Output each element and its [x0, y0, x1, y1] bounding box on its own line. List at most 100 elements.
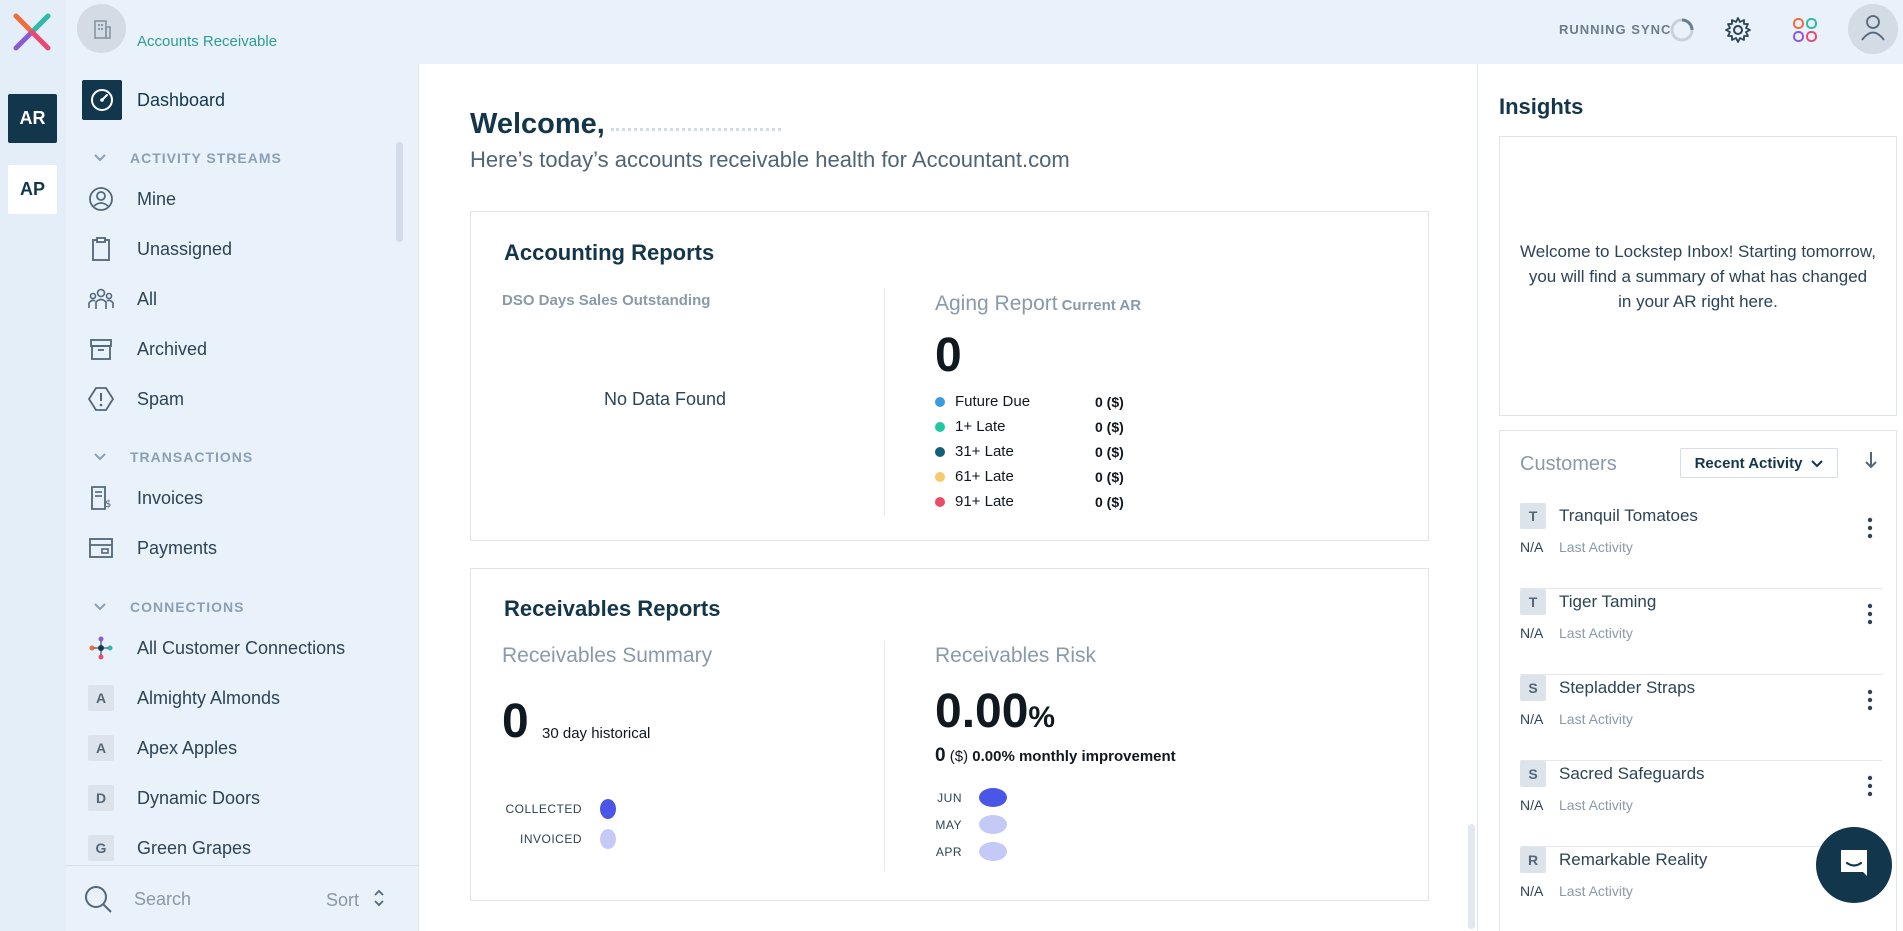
aging-row-61-late[interactable]: 61+ Late 0 ($)	[935, 464, 1124, 489]
sidebar-item-connection[interactable]: A Apex Apples	[88, 733, 237, 763]
sidebar-item-all-connections[interactable]: All Customer Connections	[88, 633, 345, 663]
chat-launcher-button[interactable]	[1816, 827, 1892, 903]
risk-row-jun: JUN	[935, 784, 1007, 811]
risk-marker	[979, 788, 1007, 807]
aging-row-1-late[interactable]: 1+ Late 0 ($)	[935, 414, 1124, 439]
customer-item[interactable]: T Tranquil Tomatoes N/A Last Activity	[1520, 503, 1882, 589]
aging-value: 0 ($)	[1095, 418, 1124, 435]
building-icon[interactable]	[77, 4, 126, 53]
sidebar-item-payments[interactable]: Payments	[88, 533, 217, 563]
network-icon	[88, 635, 114, 661]
aging-row-91-late[interactable]: 91+ Late 0 ($)	[935, 489, 1124, 514]
legend-dot	[935, 396, 945, 407]
section-label: ACTIVITY STREAMS	[130, 150, 282, 166]
sidebar-item-invoices[interactable]: $ Invoices	[88, 483, 203, 513]
aging-label: Future Due	[955, 393, 1031, 410]
customer-item[interactable]: R Remarkable Reality N/A Last Activity	[1520, 847, 1882, 931]
risk-number: 0.00	[935, 685, 1029, 738]
dropdown-value: Recent Activity	[1694, 454, 1803, 472]
sidebar-item-all[interactable]: All	[88, 284, 157, 314]
summary-legend: COLLECTED INVOICED	[502, 794, 616, 854]
aging-value: 0 ($)	[1095, 493, 1124, 510]
card-title: Accounting Reports	[504, 240, 715, 265]
sidebar-item-connection[interactable]: D Dynamic Doors	[88, 783, 260, 813]
aging-label: 61+ Late	[955, 468, 1014, 485]
customer-name[interactable]: Stepladder Straps	[1559, 678, 1696, 697]
risk-improvement: 0.00% monthly improvement	[972, 748, 1176, 765]
customer-last-activity-value: N/A	[1520, 711, 1544, 727]
sidebar-item-dashboard[interactable]: Dashboard	[82, 80, 225, 120]
sidebar: Accounts Receivable Dashboard ACTIVITY S…	[66, 0, 418, 931]
ar-module-button[interactable]: AR	[8, 94, 57, 143]
aging-report-title[interactable]: Aging Report Current AR	[935, 292, 1141, 316]
customer-name[interactable]: Tranquil Tomatoes	[1559, 506, 1698, 525]
clipboard-icon	[88, 236, 114, 262]
sidebar-item-unassigned[interactable]: Unassigned	[88, 234, 232, 264]
arrow-down-icon	[1864, 450, 1878, 475]
sidebar-item-label: Dashboard	[137, 89, 226, 110]
aging-label: 91+ Late	[955, 493, 1014, 510]
sort-direction-button[interactable]	[1859, 448, 1883, 476]
settings-gear-icon[interactable]	[1718, 10, 1758, 50]
legend-dot	[935, 446, 945, 457]
welcome-text: Welcome,	[470, 108, 605, 140]
dso-label[interactable]: DSO Days Sales Outstanding	[502, 292, 711, 309]
section-activity-streams[interactable]: ACTIVITY STREAMS	[94, 150, 282, 166]
section-transactions[interactable]: TRANSACTIONS	[94, 449, 253, 465]
user-avatar[interactable]	[1848, 4, 1898, 54]
more-vertical-icon[interactable]	[1860, 685, 1880, 715]
apps-grid-icon[interactable]	[1785, 10, 1825, 50]
customer-avatar: S	[1520, 761, 1546, 787]
card-title: Receivables Reports	[504, 596, 721, 621]
spam-icon	[88, 386, 114, 412]
search-input[interactable]	[134, 884, 294, 914]
receivables-summary-value: 0	[502, 695, 529, 748]
aging-label: 31+ Late	[955, 443, 1014, 460]
accounting-reports-card: Accounting Reports DSO Days Sales Outsta…	[470, 211, 1429, 541]
aging-value: 0 ($)	[1095, 393, 1124, 410]
more-vertical-icon[interactable]	[1860, 599, 1880, 629]
legend-dot	[935, 471, 945, 482]
chevron-down-icon	[94, 151, 106, 165]
more-vertical-icon[interactable]	[1860, 771, 1880, 801]
page-subtitle: Here’s today’s accounts receivable healt…	[470, 147, 1070, 172]
sort-button[interactable]: Sort	[326, 888, 385, 913]
customer-last-activity-value: N/A	[1520, 539, 1544, 555]
sync-status: RUNNING SYNC	[1559, 22, 1672, 37]
workspace-name[interactable]: Accounts Receivable	[137, 33, 278, 50]
risk-legend: JUN MAY APR	[935, 784, 1007, 865]
connection-avatar: A	[88, 735, 114, 761]
customer-item[interactable]: T Tiger Taming N/A Last Activity	[1520, 589, 1882, 675]
chat-icon	[1837, 846, 1871, 885]
sync-spinner-icon	[1662, 10, 1702, 50]
customer-item[interactable]: S Stepladder Straps N/A Last Activity	[1520, 675, 1882, 761]
aging-row-future-due[interactable]: Future Due 0 ($)	[935, 389, 1124, 414]
sidebar-item-spam[interactable]: Spam	[88, 384, 184, 414]
sidebar-item-connection[interactable]: A Almighty Almonds	[88, 683, 280, 713]
more-vertical-icon[interactable]	[1860, 513, 1880, 543]
sidebar-item-archived[interactable]: Archived	[88, 334, 207, 364]
aging-total: 0	[935, 329, 962, 382]
customers-sort-dropdown[interactable]: Recent Activity	[1680, 448, 1838, 478]
customer-name[interactable]: Tiger Taming	[1559, 592, 1657, 611]
customer-name[interactable]: Sacred Safeguards	[1559, 764, 1705, 783]
receivables-summary-caption: 30 day historical	[542, 725, 651, 742]
sidebar-scrollbar[interactable]	[396, 142, 403, 242]
sidebar-item-label: All	[137, 288, 158, 309]
receivables-summary-title[interactable]: Receivables Summary	[502, 644, 713, 667]
aging-row-31-late[interactable]: 31+ Late 0 ($)	[935, 439, 1124, 464]
lockstep-logo-icon[interactable]	[10, 10, 54, 54]
search-icon	[83, 884, 113, 919]
receivables-risk-title[interactable]: Receivables Risk	[935, 644, 1097, 667]
section-connections[interactable]: CONNECTIONS	[94, 599, 244, 615]
sidebar-item-connection[interactable]: G Green Grapes	[88, 833, 251, 863]
sidebar-item-mine[interactable]: Mine	[88, 184, 176, 214]
customer-item[interactable]: S Sacred Safeguards N/A Last Activity	[1520, 761, 1882, 847]
customer-name[interactable]: Remarkable Reality	[1559, 850, 1708, 869]
ap-module-button[interactable]: AP	[8, 165, 57, 214]
customer-last-activity-label: Last Activity	[1559, 625, 1633, 641]
sidebar-nav[interactable]: ACTIVITY STREAMS Mine Unassigned All Arc…	[66, 140, 418, 865]
receivables-risk-value: 0.00%	[935, 684, 1055, 739]
summary-marker	[600, 829, 616, 849]
main-scrollbar[interactable]	[1468, 824, 1475, 929]
